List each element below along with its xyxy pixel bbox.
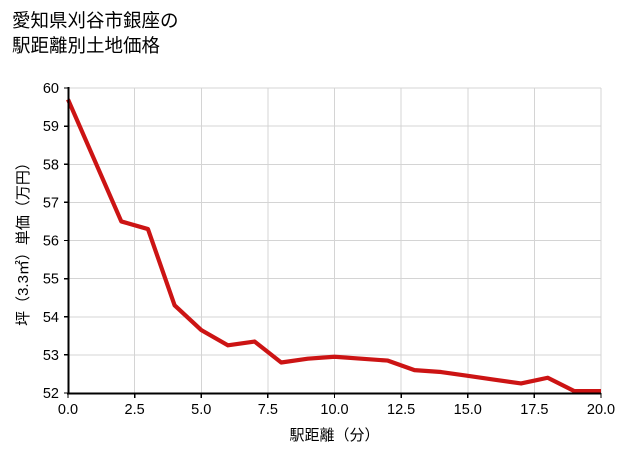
y-tick-label-59: 59 [43, 119, 59, 135]
y-tick-label-57: 57 [43, 195, 59, 211]
x-tick-label-0: 0.0 [58, 402, 78, 418]
y-tick-label-60: 60 [43, 81, 59, 97]
data-line-series-0 [66, 98, 601, 394]
y-tick-labels: 60 59 58 57 56 55 54 53 52 [43, 81, 59, 402]
vertical-gridlines [67, 88, 602, 393]
x-tick-label-2_5: 2.5 [125, 402, 145, 418]
x-tick-label-5: 5.0 [191, 402, 211, 418]
chart-title: 愛知県刈谷市銀座の 駅距離別土地価格 [12, 10, 179, 56]
x-tick-label-7_5: 7.5 [258, 402, 278, 418]
x-axis-title: 駅距離（分） [289, 426, 379, 444]
y-tick-label-58: 58 [43, 157, 59, 173]
x-tickmarks [67, 393, 602, 398]
x-tick-label-17_5: 17.5 [520, 402, 548, 418]
x-tick-label-10: 10.0 [320, 402, 348, 418]
y-tick-label-52: 52 [43, 386, 59, 402]
y-axis-title: 坪（3.3㎡）単価（万円） [15, 155, 32, 326]
y-tick-label-55: 55 [43, 272, 59, 288]
y-tickmarks [64, 87, 68, 394]
x-tick-label-15: 15.0 [454, 402, 482, 418]
x-tick-labels: 0.0 2.5 5.0 7.5 10.0 12.5 15.0 17.5 20.0 [58, 402, 615, 418]
x-tick-label-20: 20.0 [587, 402, 615, 418]
x-tick-label-12_5: 12.5 [387, 402, 415, 418]
y-tick-label-54: 54 [43, 310, 59, 326]
y-tick-label-56: 56 [43, 234, 59, 250]
y-tick-label-53: 53 [43, 348, 59, 364]
